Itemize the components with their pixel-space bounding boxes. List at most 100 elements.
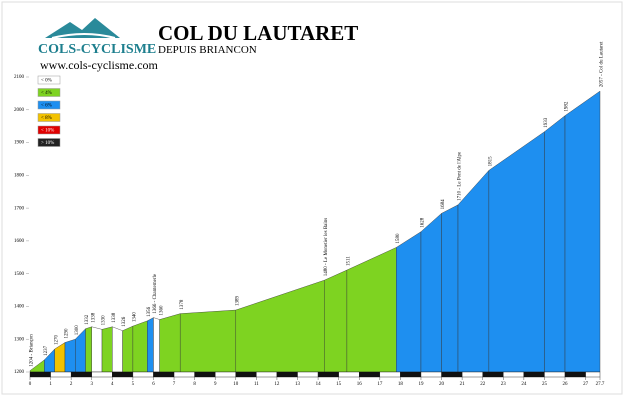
x-tick-label: 5 <box>132 382 135 387</box>
logo-mountain <box>45 18 120 38</box>
point-label: 2057 - Col du Lautaret <box>600 41 605 87</box>
y-tick-label: 1700 <box>14 206 25 211</box>
km-strip <box>276 371 298 378</box>
legend-swatch <box>37 75 61 85</box>
km-strip <box>50 371 72 378</box>
x-tick-label: 27.7 <box>596 382 605 387</box>
km-strip <box>112 371 134 378</box>
legend-label: < 0% <box>41 79 52 84</box>
point-label: 1237 <box>44 345 49 356</box>
km-strip <box>441 371 463 378</box>
x-tick-label: 25 <box>542 382 548 387</box>
x-tick-label: 11 <box>254 382 259 387</box>
profile-segment <box>544 115 566 373</box>
km-strip <box>379 371 401 378</box>
point-label: 1580 <box>396 233 401 244</box>
km-strip <box>132 371 154 378</box>
legend-label: < 10% <box>41 129 54 134</box>
profile-segment <box>441 204 459 373</box>
profile-segment <box>564 90 601 373</box>
x-tick-label: 27 <box>583 382 589 387</box>
x-tick-label: 16 <box>357 382 363 387</box>
logo: COLS-CYCLISME <box>38 18 156 57</box>
point-label: 1366 - Chantemerle <box>153 273 158 313</box>
x-tick-label: 6 <box>152 382 155 387</box>
point-label: 1332 <box>85 314 90 325</box>
km-strip <box>461 371 483 378</box>
x-tick-label: 0 <box>29 382 32 387</box>
km-strip <box>523 371 545 378</box>
x-tick-label: 14 <box>316 382 322 387</box>
x-tick-label: 9 <box>214 382 217 387</box>
profile-segment <box>180 309 236 373</box>
x-tick-label: 18 <box>398 382 404 387</box>
km-strip <box>420 371 442 378</box>
point-label: 1933 <box>544 117 549 128</box>
point-label: 1356 <box>147 306 152 317</box>
km-strip <box>338 371 360 378</box>
point-label: 1330 <box>102 315 107 326</box>
y-tick-label: 1800 <box>14 173 25 178</box>
profile-segment <box>488 131 545 373</box>
profile-segment <box>159 313 181 373</box>
y-tick-label: 1500 <box>14 272 25 277</box>
km-strip <box>70 371 92 378</box>
profile-segment <box>64 338 76 373</box>
profile-segment <box>147 317 154 373</box>
x-tick-label: 24 <box>521 382 527 387</box>
km-strip <box>153 371 175 378</box>
point-label: 1480 - Le Monetier les Bains <box>324 218 329 277</box>
profile-segment <box>420 212 442 373</box>
km-strip <box>214 371 236 378</box>
x-tick-label: 8 <box>193 382 196 387</box>
point-label: 1204 - Briançon <box>30 334 35 367</box>
point-label: 1326 <box>122 316 127 327</box>
y-tick-label: 1300 <box>14 337 25 342</box>
y-tick-label: 1200 <box>14 370 25 375</box>
profile-segment <box>85 326 92 373</box>
subtitle: DEPUIS BRIANCON <box>158 44 257 56</box>
km-strip <box>235 371 257 378</box>
x-tick-label: 13 <box>295 382 301 387</box>
y-tick-label: 1600 <box>14 239 25 244</box>
x-tick-label: 20 <box>439 382 445 387</box>
km-strip <box>359 371 381 378</box>
point-label: 1815 <box>489 156 494 167</box>
km-strip <box>256 371 278 378</box>
profile-segment <box>112 326 123 373</box>
point-label: 1340 <box>133 312 138 323</box>
x-tick-label: 17 <box>377 382 383 387</box>
profile-segment <box>132 320 148 373</box>
point-label: 1300 <box>75 325 80 336</box>
legend-swatch <box>37 113 61 122</box>
legend-label: > 10% <box>41 141 54 146</box>
km-strip <box>564 371 586 378</box>
x-tick-label: 12 <box>274 382 280 387</box>
y-tick-label: 2000 <box>14 108 25 113</box>
profile-segment <box>396 231 422 373</box>
profile-segment <box>122 325 134 373</box>
x-tick-label: 26 <box>563 382 569 387</box>
legend-label: < 4% <box>41 91 52 96</box>
point-label: 1378 <box>180 299 185 310</box>
km-strip <box>91 371 113 378</box>
x-tick-label: 3 <box>90 382 93 387</box>
legend-label: < 8% <box>41 116 52 121</box>
logo-road <box>51 33 116 39</box>
url: www.cols-cyclisme.com <box>40 58 159 72</box>
profile-segment <box>91 326 103 373</box>
x-tick-label: 4 <box>111 382 114 387</box>
x-tick-label: 10 <box>233 382 239 387</box>
km-strip <box>194 371 216 378</box>
point-label: 1511 <box>347 256 352 266</box>
point-label: 1338 <box>91 312 96 323</box>
title: COL DU LAUTARET <box>158 21 358 45</box>
point-label: 1710 - Le Pont de l'Alpe <box>458 151 463 201</box>
point-label: 1628 <box>421 217 426 228</box>
x-tick-label: 7 <box>173 382 176 387</box>
km-strip <box>503 371 525 378</box>
km-strip <box>29 371 51 378</box>
legend-swatch <box>37 88 61 97</box>
km-strip <box>173 371 195 378</box>
